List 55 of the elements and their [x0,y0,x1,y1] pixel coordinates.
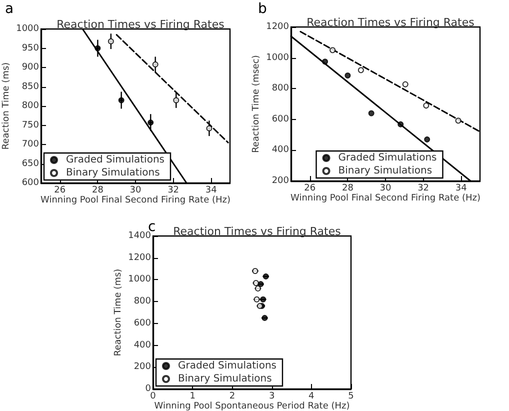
x-axis-title: Winning Pool Final Second Firing Rate (Hz) [290,194,480,204]
x-tick-label: 32 [168,186,180,196]
y-tick-label: 1000 [266,52,290,63]
x-tick-label: 28 [342,184,354,194]
y-tick-label: 1000 [128,274,152,285]
x-tick-label: 26 [54,186,66,196]
y-tick-label: 200 [134,362,152,372]
chart-title: Reaction Times vs Firing Rates [56,18,225,31]
y-tick-label: 0 [145,384,152,394]
x-tick-label: 4 [308,392,315,402]
x-tick-label: 32 [418,184,430,194]
y-tick-label: 400 [134,340,152,350]
y-tick-label: 600 [134,318,152,328]
y-tick-label: 1200 [128,252,152,263]
y-tick-label: 850 [22,82,40,92]
x-tick-label: 1 [190,392,196,402]
y-tick-label: 1400 [128,231,152,241]
x-axis-title: Winning Pool Final Second Firing Rate (Hz) [40,196,230,206]
legend-label: Binary Simulations [338,166,432,176]
y-tick-label: 800 [272,84,290,94]
x-tick-label: 30 [130,186,142,196]
x-tick-label: 34 [205,186,218,196]
text: a [5,1,14,17]
y-tick-label: 400 [272,145,290,156]
y-tick-label: 1200 [266,22,290,32]
y-tick-label: 600 [272,114,290,124]
legend-label: Graded Simulations [66,154,164,166]
y-tick-label: 1000 [16,24,40,34]
x-tick-label: 34 [455,184,468,194]
x-tick-label: 5 [348,392,354,402]
legend-label: Binary Simulations [66,168,160,178]
y-axis-title: Reaction Time (ms) [2,62,12,150]
chart-title: Reaction Times vs Firing Rates [306,16,475,29]
text: b [258,1,267,17]
legend-label: Binary Simulations [178,374,272,384]
y-tick-label: 650 [22,158,40,169]
y-tick-label: 750 [22,120,40,130]
x-tick-label: 3 [268,392,275,402]
y-tick-label: 600 [22,178,40,188]
legend-label: Graded Simulations [338,152,437,164]
y-tick-label: 800 [22,101,40,111]
y-tick-label: 700 [22,140,40,150]
x-axis-title: Winning Pool Spontaneous Period Rate (Hz) [154,402,350,411]
legend-label: Graded Simulations [178,360,276,372]
y-axis-title: Reaction Time (msec) [252,55,262,153]
y-tick-label: 900 [22,62,40,72]
x-tick-label: 26 [304,184,316,194]
x-tick-label: 28 [92,186,104,196]
chart-title: Reaction Times vs Firing Rates [173,225,342,238]
y-tick-label: 800 [134,296,152,307]
y-tick-label: 200 [272,176,290,186]
x-tick-label: 2 [229,392,236,402]
y-tick-label: 950 [22,43,40,54]
x-tick-label: 30 [380,184,392,194]
y-axis-title: Reaction Time (ms) [114,268,124,356]
